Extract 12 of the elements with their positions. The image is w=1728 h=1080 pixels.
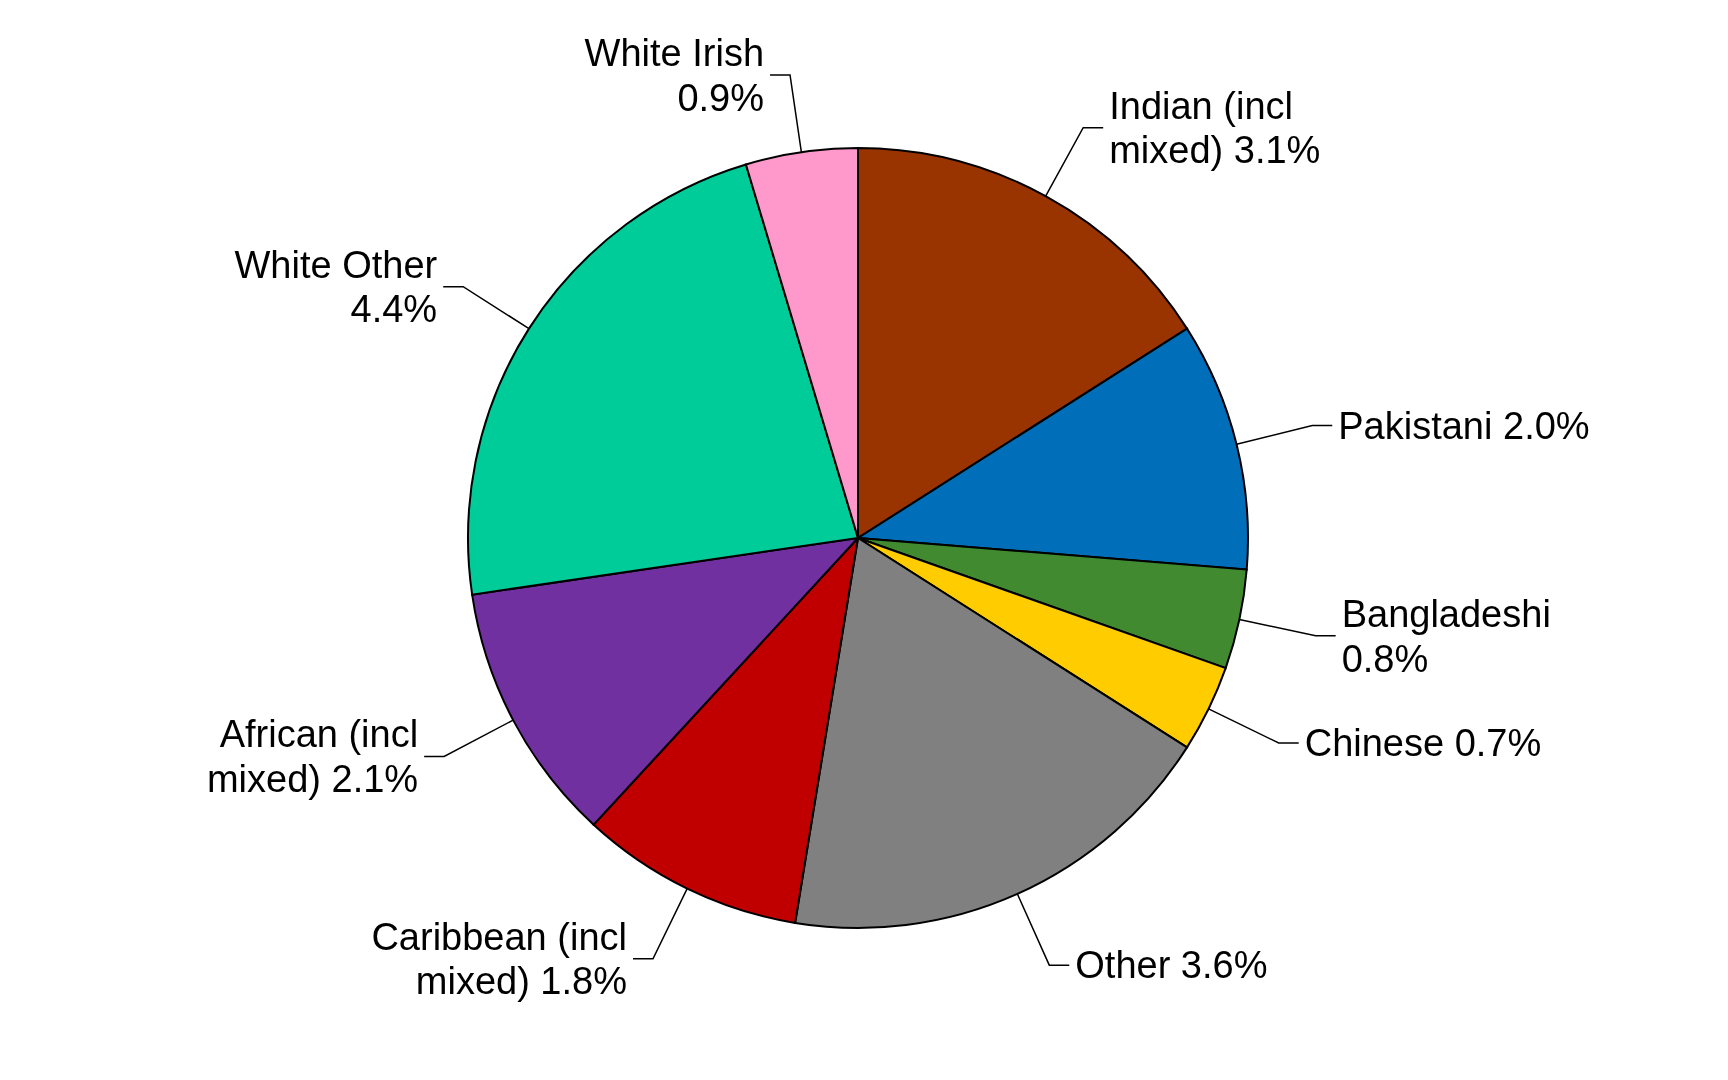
slice-label: Chinese 0.7%	[1304, 722, 1542, 765]
slice-label: Pakistani 2.0%	[1338, 404, 1590, 447]
slice-label: Caribbean (incl mixed) 1.8%	[371, 915, 627, 1003]
slice-label: Bangladeshi	[1341, 592, 1551, 635]
slice-label: White Irish	[584, 31, 765, 74]
data-label: 0.8%	[1341, 637, 1429, 680]
data-label: 0.9%	[677, 76, 765, 119]
data-label: 4.4%	[350, 288, 438, 331]
slice-label: White Other	[234, 243, 438, 286]
slice-label: Other 3.6%	[1075, 944, 1268, 987]
slice-label: Indian (incl mixed) 3.1%	[1109, 84, 1321, 172]
slice-label: African (incl mixed) 2.1%	[206, 713, 419, 801]
